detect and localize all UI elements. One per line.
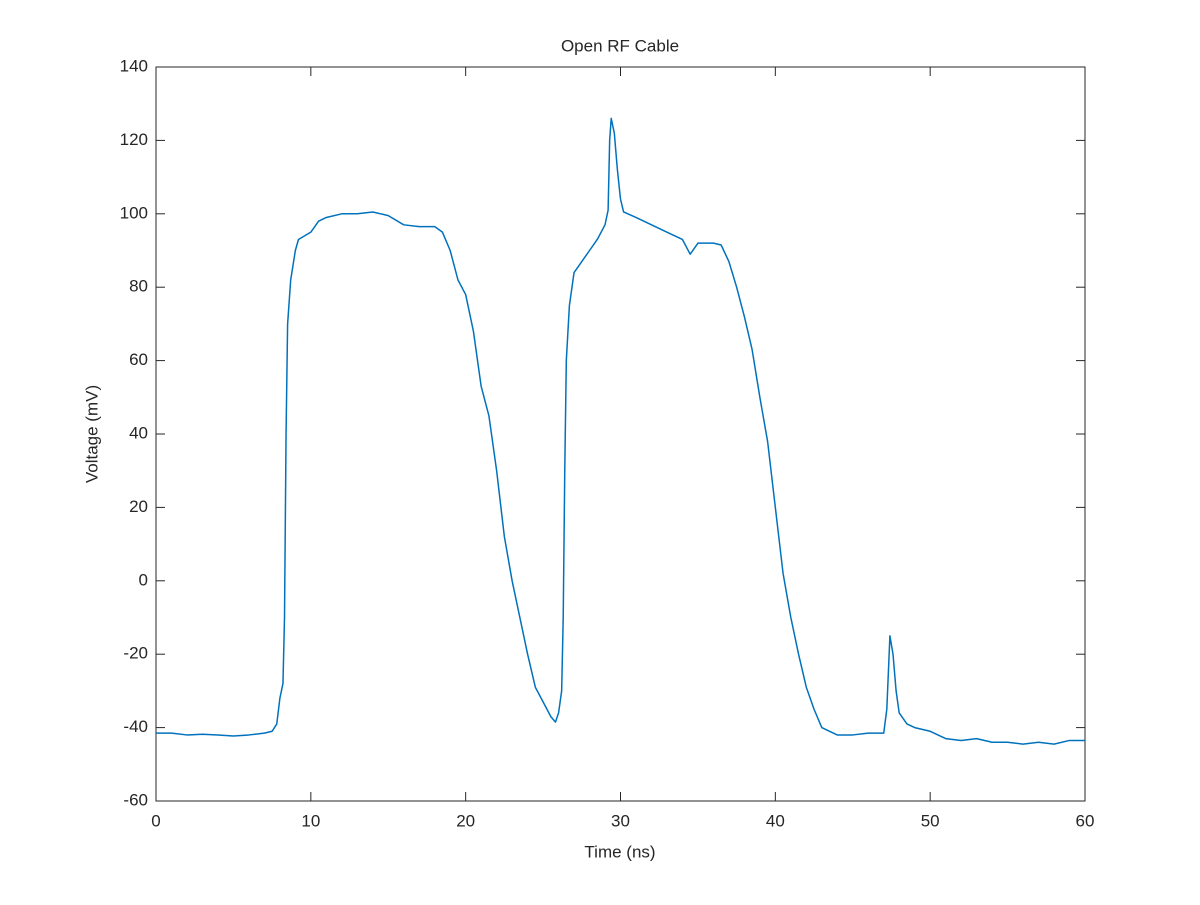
y-tick-label: -60 <box>123 790 148 809</box>
y-tick-label: 140 <box>120 56 148 75</box>
x-tick-label: 40 <box>766 811 785 830</box>
x-tick-label: 0 <box>151 811 160 830</box>
x-tick-label: 10 <box>301 811 320 830</box>
y-axis-label: Voltage (mV) <box>82 385 101 483</box>
data-line <box>156 117 1085 745</box>
chart-title: Open RF Cable <box>561 36 679 55</box>
x-tick-label: 60 <box>1076 811 1095 830</box>
x-axis-label: Time (ns) <box>584 842 655 861</box>
y-tick-label: 120 <box>120 130 148 149</box>
y-tick-label: 40 <box>129 423 148 442</box>
y-tick-label: 0 <box>139 570 148 589</box>
x-tick-label: 50 <box>921 811 940 830</box>
y-tick-label: 60 <box>129 350 148 369</box>
y-tick-label: 80 <box>129 277 148 296</box>
y-tick-label: -20 <box>123 644 148 663</box>
x-tick-label: 20 <box>456 811 475 830</box>
y-tick-label: 20 <box>129 497 148 516</box>
y-tick-label: -40 <box>123 717 148 736</box>
x-tick-label: 30 <box>611 811 630 830</box>
y-tick-label: 100 <box>120 203 148 222</box>
